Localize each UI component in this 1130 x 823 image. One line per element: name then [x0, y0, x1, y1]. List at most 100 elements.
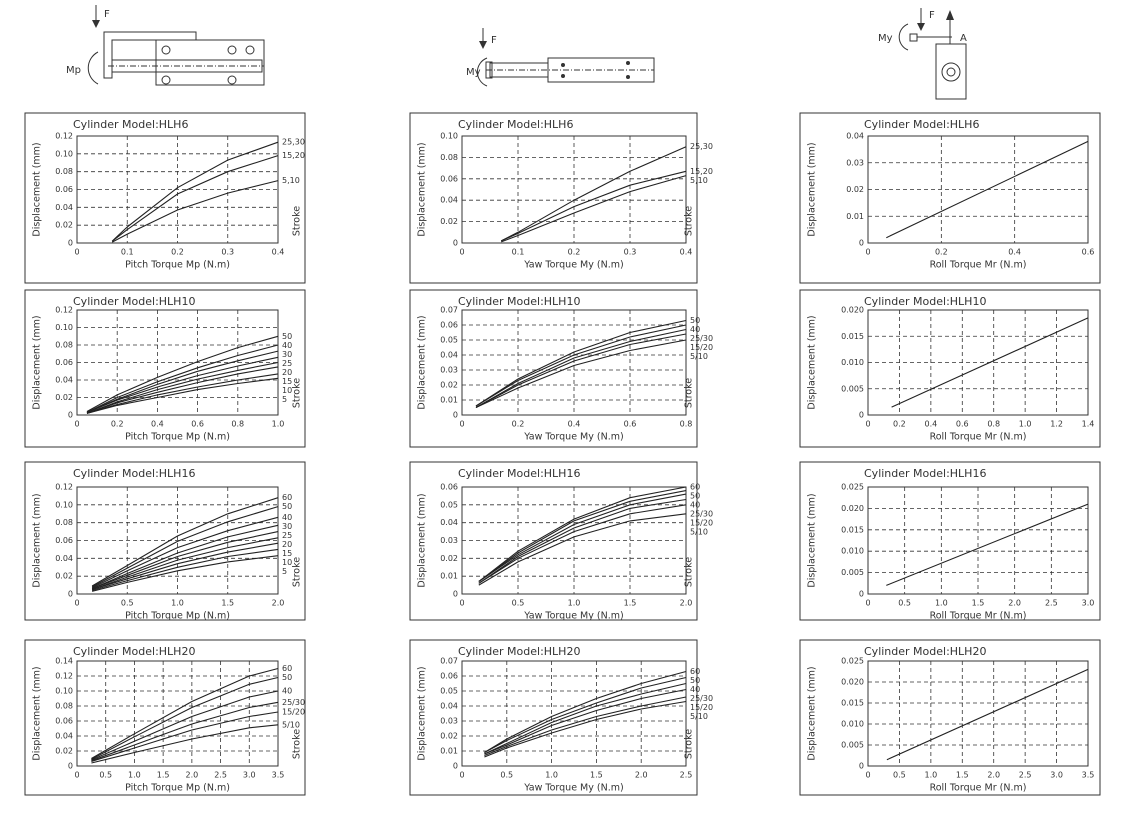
x-tick-label: 0.6 [956, 420, 969, 429]
y-axis-label: Displacement (mm) [417, 666, 428, 760]
legend-label: 20 [282, 368, 292, 377]
y-axis-label: Displacement (mm) [32, 666, 43, 760]
y-tick-label: 0.02 [846, 185, 864, 194]
y-tick-label: 0 [68, 590, 73, 599]
x-tick-label: 0.2 [111, 420, 124, 429]
chart-box [24, 639, 306, 796]
chart-title: Cylinder Model:HLH10 [458, 295, 580, 308]
y-tick-label: 0 [68, 411, 73, 420]
legend-label: 60 [282, 664, 292, 673]
x-tick-label: 0 [74, 599, 79, 608]
legend-title: Stroke [292, 206, 303, 236]
slide-body [155, 39, 265, 86]
y-tick-label: 0.02 [55, 747, 73, 756]
legend-label: 10 [282, 386, 292, 395]
series-line [86, 361, 279, 414]
legend-label: 50 [282, 502, 292, 511]
series-line [484, 696, 687, 757]
plot-frame [867, 135, 1089, 244]
x-tick-label: 0.8 [231, 420, 244, 429]
y-tick-label: 0.020 [841, 306, 864, 315]
x-tick-label: 0.2 [568, 248, 581, 257]
legend-label: 50 [690, 492, 700, 501]
y-tick-label: 0 [453, 239, 458, 248]
x-tick-label: 0.1 [512, 248, 525, 257]
x-tick-label: 0.4 [272, 248, 285, 257]
diagram-roll: F A My [878, 8, 967, 100]
hole [245, 45, 255, 55]
x-tick-label: 1.5 [590, 771, 603, 780]
series-line [86, 377, 279, 414]
y-axis-label: Displacement (mm) [807, 315, 818, 409]
series-line [86, 350, 279, 413]
y-tick-label: 0 [859, 590, 864, 599]
y-tick-label: 0.08 [55, 518, 73, 527]
chart-box [24, 289, 306, 448]
y-axis-label: Displacement (mm) [32, 315, 43, 409]
legend-label: 25,30 [690, 142, 713, 151]
series-line [484, 682, 687, 755]
legend-label: 15,20 [690, 167, 713, 176]
x-tick-label: 0.6 [1082, 248, 1095, 257]
y-axis-label: Displacement (mm) [417, 493, 428, 587]
y-axis-label: Displacement (mm) [807, 666, 818, 760]
legend-title: Stroke [292, 378, 303, 408]
y-tick-label: 0.03 [440, 366, 458, 375]
legend-label: 25/30 [690, 334, 713, 343]
x-tick-label: 0 [459, 248, 464, 257]
y-tick-label: 0.06 [440, 672, 458, 681]
series-line [91, 690, 279, 761]
series-line [91, 537, 279, 591]
x-axis-label: Pitch Torque Mp (N.m) [125, 783, 230, 794]
y-tick-label: 0.015 [841, 525, 864, 534]
x-tick-label: 3.0 [243, 771, 256, 780]
series-line [86, 366, 279, 414]
y-tick-label: 0 [859, 239, 864, 248]
diagram-label: Mp [66, 65, 81, 76]
legend-label: 15 [282, 377, 292, 386]
x-tick-label: 1.5 [956, 771, 969, 780]
x-tick-label: 0 [865, 420, 870, 429]
legend-label: 15/20 [282, 708, 305, 717]
legend-label: 15 [282, 549, 292, 558]
diagram-label: My [466, 67, 481, 78]
series-line [478, 486, 687, 582]
y-tick-label: 0.04 [440, 518, 458, 527]
y-tick-label: 0.010 [841, 358, 864, 367]
plot-frame [76, 486, 279, 595]
chart-title: Cylinder Model:HLH20 [864, 645, 986, 658]
y-tick-label: 0.08 [440, 153, 458, 162]
y-tick-label: 0.020 [841, 678, 864, 687]
x-tick-label: 2.0 [987, 771, 1000, 780]
series-line [91, 555, 279, 592]
y-tick-label: 0.05 [440, 500, 458, 509]
series-line [86, 335, 279, 412]
x-axis-label: Roll Torque Mr (N.m) [930, 611, 1027, 622]
x-tick-label: 1.5 [624, 599, 637, 608]
y-tick-label: 0.005 [841, 741, 864, 750]
end-plate [909, 33, 918, 42]
series-line [91, 497, 279, 587]
y-tick-label: 0 [453, 411, 458, 420]
y-tick-label: 0.10 [55, 149, 73, 158]
legend-label: 40 [282, 341, 292, 350]
legend-label: 25 [282, 531, 292, 540]
y-tick-label: 0.06 [55, 536, 73, 545]
y-axis-label: Displacement (mm) [417, 315, 428, 409]
chart-box [799, 461, 1101, 621]
x-tick-label: 0 [865, 771, 870, 780]
x-tick-label: 1.5 [972, 599, 985, 608]
legend-label: 40 [282, 687, 292, 696]
legend-label: 5/10 [690, 712, 708, 721]
series-line [86, 344, 279, 413]
bracket [103, 31, 197, 79]
legend-title: Stroke [684, 378, 695, 408]
series-line [475, 333, 687, 408]
series-line [478, 498, 687, 584]
y-tick-label: 0 [68, 239, 73, 248]
hole [227, 45, 237, 55]
x-tick-label: 0.5 [512, 599, 525, 608]
x-tick-label: 1.4 [1082, 420, 1095, 429]
y-tick-label: 0.02 [55, 393, 73, 402]
chart-box [409, 112, 698, 284]
